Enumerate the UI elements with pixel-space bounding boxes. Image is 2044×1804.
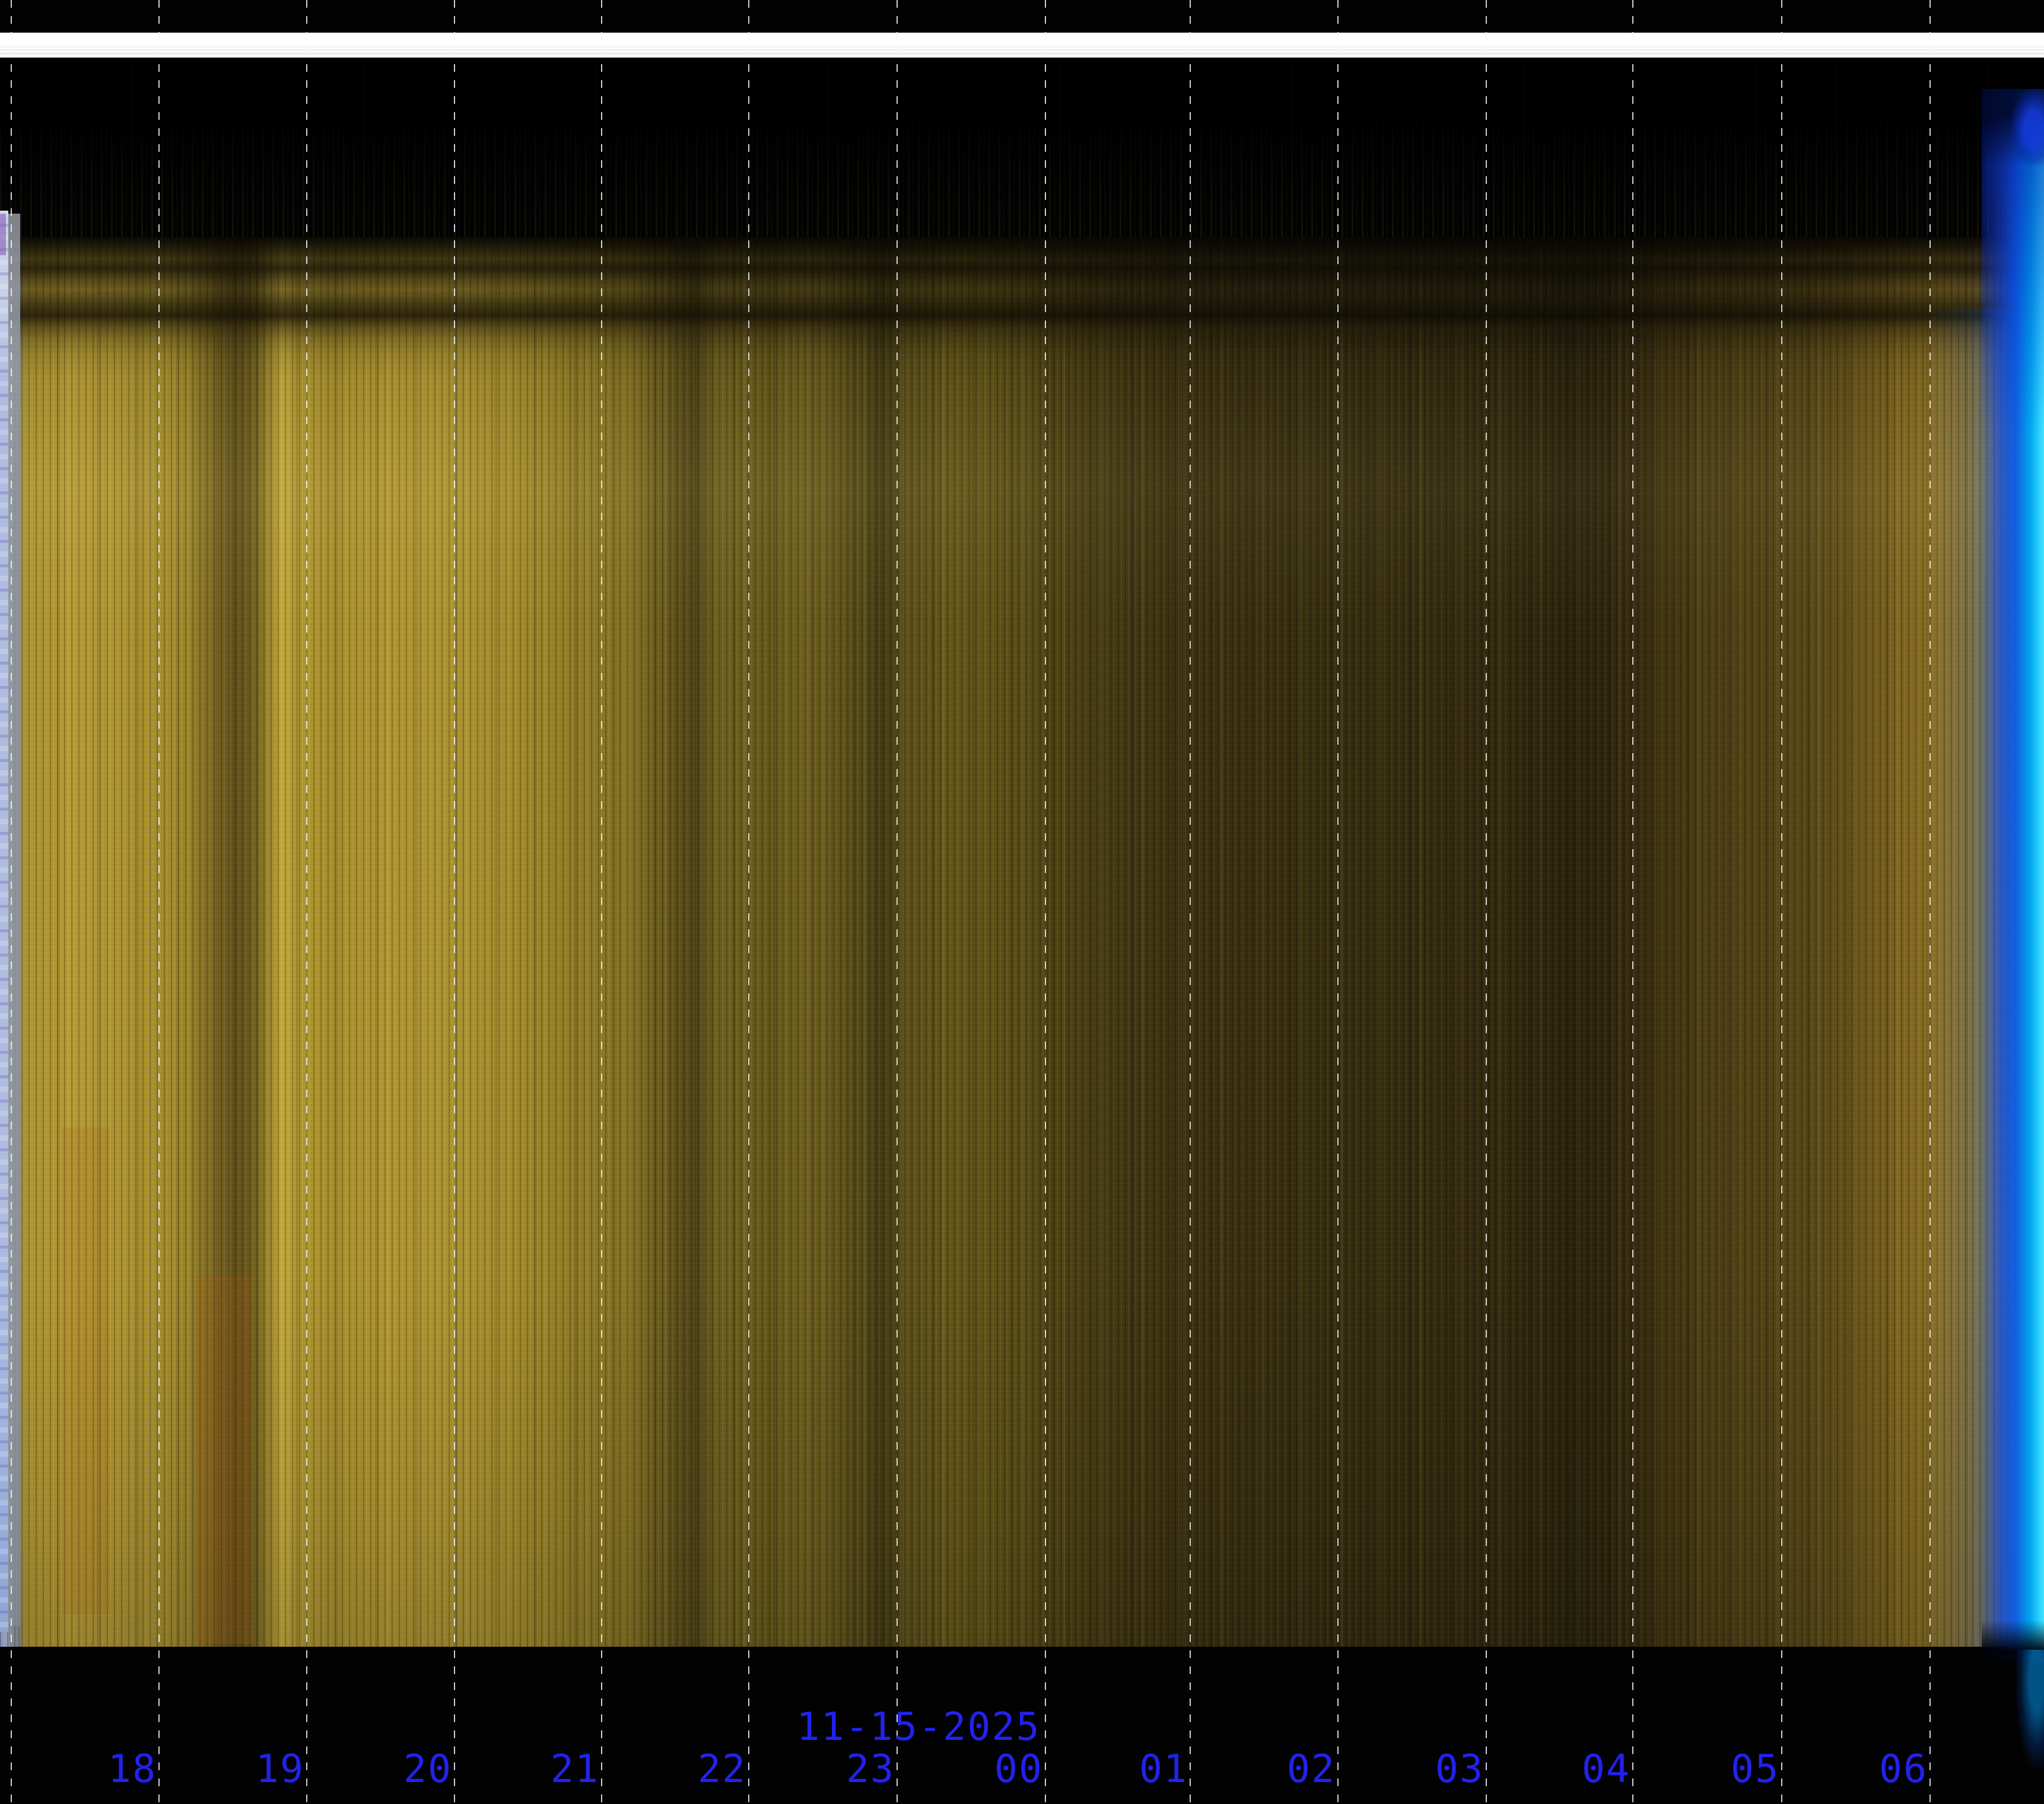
hour-gridline (1486, 0, 1487, 1804)
hour-gridline (1190, 0, 1191, 1804)
dawn-blue-blob-upper (2011, 89, 2044, 166)
dusk-horizon-streaks (0, 237, 2044, 356)
hour-label-04: 04 (1581, 1747, 1631, 1792)
hour-gridline (454, 0, 455, 1804)
hour-label-18: 18 (107, 1747, 157, 1792)
hour-label-20: 20 (403, 1747, 453, 1792)
hour-label-23: 23 (845, 1747, 895, 1792)
hour-gridline (1929, 0, 1931, 1804)
calibration-strip (0, 33, 2044, 58)
hour-label-22: 22 (697, 1747, 747, 1792)
hour-gridline (306, 0, 307, 1804)
vertical-shading-overlay (0, 237, 2044, 1647)
left-edge-purple-smudge (0, 214, 6, 255)
dawn-blue-bar (1982, 89, 2044, 1662)
left-edge-blue-strip (0, 211, 8, 1632)
hour-label-19: 19 (255, 1747, 305, 1792)
hour-label-00: 00 (994, 1747, 1044, 1792)
hour-label-01: 01 (1139, 1747, 1188, 1792)
hour-gridline (1045, 0, 1046, 1804)
hour-label-02: 02 (1286, 1747, 1336, 1792)
left-edge-gray-strip (8, 214, 20, 1626)
dawn-blue-blob-lower (2016, 1650, 2044, 1768)
late-night-darkening-overlay (0, 237, 2044, 1647)
hour-gridline (158, 0, 160, 1804)
hour-gridline (1632, 0, 1633, 1804)
hour-label-03: 03 (1435, 1747, 1484, 1792)
top-dark-band-streaks (0, 59, 2044, 237)
date-label: 11-15-2025 (796, 1705, 1041, 1749)
hour-label-06: 06 (1878, 1747, 1928, 1792)
hour-label-21: 21 (550, 1747, 600, 1792)
hour-gridline (897, 0, 898, 1804)
hour-gridline (748, 0, 749, 1804)
hour-gridline (1781, 0, 1782, 1804)
hour-gridline (1337, 0, 1339, 1804)
hour-gridline (11, 0, 12, 1804)
hour-gridline (601, 0, 602, 1804)
hour-label-05: 05 (1730, 1747, 1780, 1792)
